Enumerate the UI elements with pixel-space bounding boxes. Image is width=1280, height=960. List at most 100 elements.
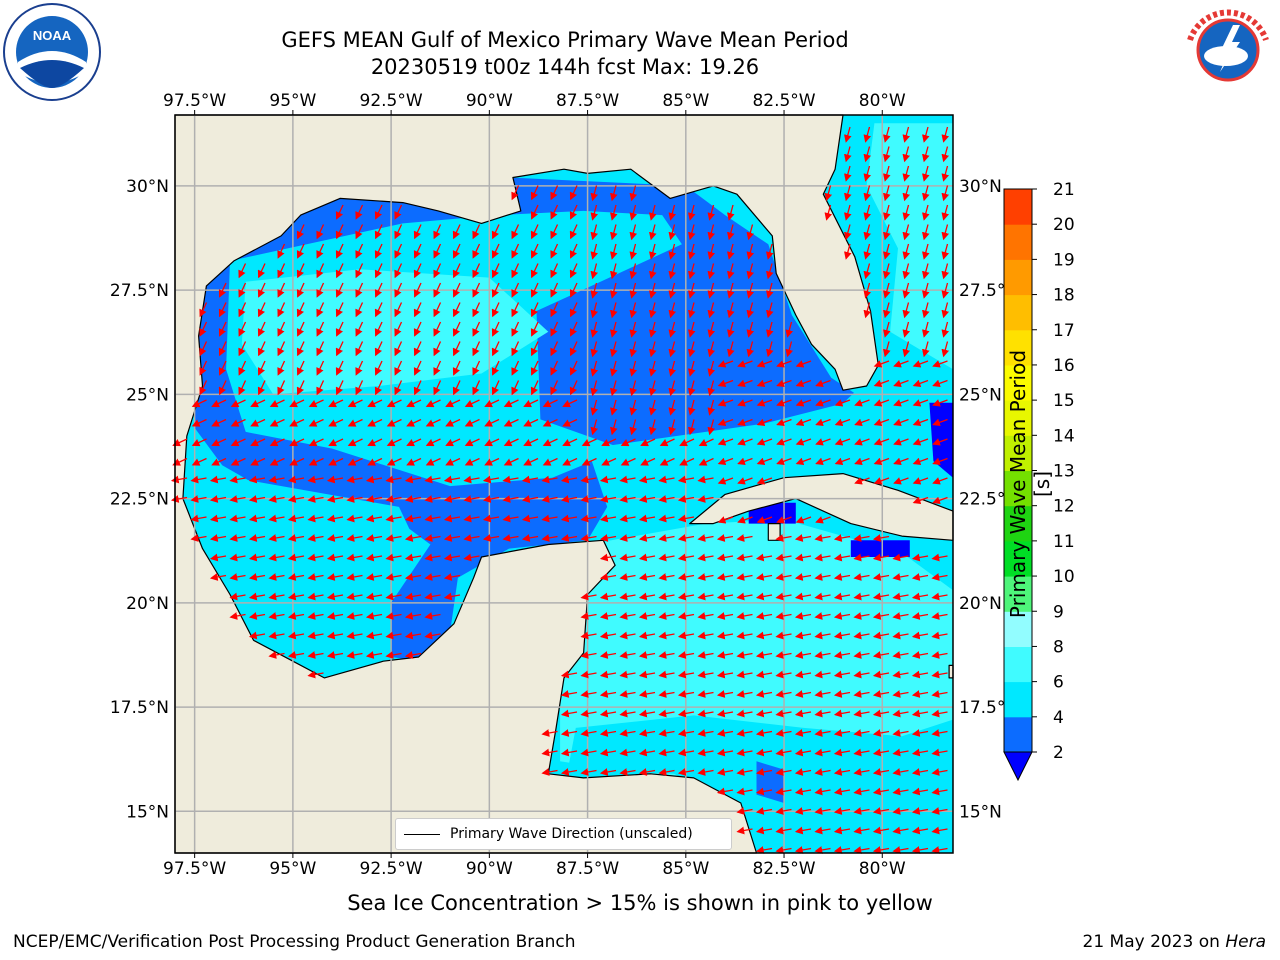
wave-direction-arrow <box>883 263 891 280</box>
wave-direction-arrow <box>541 495 558 503</box>
wave-direction-arrow <box>424 631 441 640</box>
wave-direction-arrow <box>755 729 773 737</box>
wave-direction-arrow <box>911 807 929 815</box>
colorbar-segment <box>1004 224 1032 260</box>
wave-direction-arrow <box>883 185 891 202</box>
wave-direction-arrow <box>287 475 305 484</box>
wave-direction-arrow <box>833 553 851 562</box>
wave-direction-arrow <box>560 768 578 776</box>
wave-direction-arrow <box>873 399 890 407</box>
wave-direction-arrow <box>755 768 773 776</box>
wave-direction-arrow <box>717 438 734 446</box>
lon-label-top: 90°W <box>466 91 513 111</box>
wave-direction-arrow <box>209 534 227 542</box>
wave-direction-arrow <box>550 185 559 201</box>
wave-direction-arrow <box>941 224 950 241</box>
wave-direction-arrow <box>511 282 520 298</box>
wave-direction-arrow <box>599 612 617 620</box>
wave-direction-arrow <box>346 573 363 581</box>
wave-direction-arrow <box>629 360 638 377</box>
wave-direction-arrow <box>599 729 617 737</box>
wave-direction-arrow <box>736 690 753 698</box>
wave-direction-arrow <box>385 651 402 659</box>
wave-direction-arrow <box>688 419 696 436</box>
wave-direction-arrow <box>737 379 753 388</box>
wave-direction-arrow <box>638 475 656 484</box>
wave-direction-arrow <box>638 651 656 659</box>
wave-direction-arrow <box>649 321 657 338</box>
wave-direction-arrow <box>316 360 325 376</box>
wave-direction-arrow <box>931 709 948 718</box>
wave-direction-arrow <box>269 438 285 447</box>
wave-direction-arrow <box>892 729 909 737</box>
wave-direction-arrow <box>716 670 734 679</box>
wave-direction-arrow <box>716 534 734 542</box>
wave-direction-arrow <box>248 514 266 523</box>
wave-direction-arrow <box>610 321 618 338</box>
wave-direction-arrow <box>854 399 870 407</box>
wave-direction-arrow <box>892 651 909 659</box>
lon-label-top: 97.5°W <box>163 91 226 111</box>
wave-direction-arrow <box>590 302 599 319</box>
wave-direction-arrow <box>814 807 831 815</box>
wave-direction-arrow <box>550 263 559 279</box>
wave-direction-arrow <box>736 592 753 601</box>
wave-direction-arrow <box>911 592 929 601</box>
wave-direction-arrow <box>629 263 638 280</box>
wave-direction-arrow <box>619 670 636 679</box>
wave-direction-arrow <box>902 243 911 260</box>
lon-label-bottom: 97.5°W <box>163 859 226 879</box>
wave-direction-arrow <box>296 321 305 337</box>
wave-direction-arrow <box>746 243 755 260</box>
wave-direction-arrow <box>406 418 422 427</box>
wave-direction-arrow <box>716 690 734 698</box>
wave-direction-arrow <box>580 514 597 523</box>
wave-direction-arrow <box>610 380 618 397</box>
wave-direction-arrow <box>250 418 266 427</box>
colorbar-tick-label: 20 <box>1053 215 1075 235</box>
wave-direction-arrow <box>775 846 792 854</box>
wave-direction-arrow <box>580 612 597 620</box>
wave-direction-arrow <box>347 399 363 408</box>
wave-direction-arrow <box>707 263 716 280</box>
wave-direction-arrow <box>911 748 929 757</box>
wave-direction-arrow <box>883 341 891 358</box>
wave-direction-arrow <box>755 612 773 620</box>
wave-direction-arrow <box>872 787 890 796</box>
wave-direction-arrow <box>472 360 481 376</box>
wave-direction-arrow <box>932 438 948 446</box>
wave-direction-arrow <box>443 573 461 581</box>
wave-direction-arrow <box>697 670 714 679</box>
wave-direction-arrow <box>316 380 325 396</box>
wave-direction-arrow <box>248 534 266 542</box>
wave-direction-arrow <box>649 282 657 299</box>
wave-direction-arrow <box>580 748 597 757</box>
wave-direction-arrow <box>872 534 890 542</box>
wave-direction-arrow <box>599 670 617 679</box>
wave-direction-arrow <box>668 360 677 377</box>
wave-direction-arrow <box>521 534 539 542</box>
wave-direction-arrow <box>814 573 831 581</box>
wave-direction-arrow <box>911 826 929 835</box>
wave-direction-arrow <box>472 380 481 396</box>
wave-direction-arrow <box>268 475 285 484</box>
wave-direction-arrow <box>814 651 831 659</box>
wave-direction-arrow <box>794 534 812 542</box>
wave-direction-arrow <box>326 631 344 640</box>
wave-direction-arrow <box>287 592 305 601</box>
wave-direction-arrow <box>707 302 716 319</box>
wave-direction-arrow <box>530 380 539 396</box>
wave-direction-arrow <box>374 282 383 298</box>
wave-direction-arrow <box>658 475 675 484</box>
wave-direction-arrow <box>688 302 696 319</box>
wave-direction-arrow <box>638 553 656 562</box>
wave-direction-arrow <box>268 495 285 503</box>
wave-direction-arrow <box>404 514 422 523</box>
wave-direction-arrow <box>511 341 520 357</box>
wave-direction-arrow <box>581 457 597 466</box>
wave-direction-arrow <box>472 321 481 337</box>
wave-direction-arrow <box>755 807 773 815</box>
wave-direction-arrow <box>569 360 578 376</box>
wave-direction-arrow <box>649 243 657 260</box>
wave-direction-arrow <box>335 302 344 318</box>
